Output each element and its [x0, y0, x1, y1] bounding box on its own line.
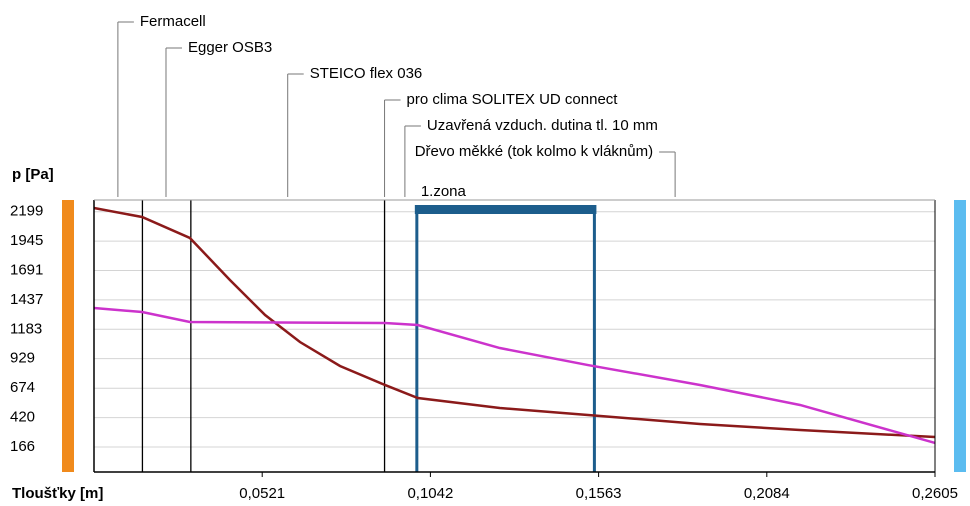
x-axis-label: Tloušťky [m]: [12, 485, 103, 502]
y-tick-label: 674: [10, 379, 35, 396]
layer-label: Uzavřená vzduch. dutina tl. 10 mm: [427, 117, 658, 134]
zone-label: 1.zona: [421, 183, 467, 200]
y-tick-label: 929: [10, 350, 35, 367]
y-tick-label: 166: [10, 438, 35, 455]
exterior-bar: [954, 200, 966, 472]
layer-label: Dřevo měkké (tok kolmo k vláknům): [415, 143, 653, 160]
x-tick-label: 0,0521: [239, 485, 285, 502]
plot-area: [94, 200, 935, 472]
layer-label: STEICO flex 036: [310, 65, 423, 82]
layer-label: pro clima SOLITEX UD connect: [407, 91, 619, 108]
y-tick-label: 1183: [10, 320, 42, 337]
x-tick-label: 0,2084: [744, 485, 790, 502]
series-line: [93, 206, 936, 439]
y-tick-label: 420: [10, 409, 35, 426]
y-tick-label: 1691: [10, 261, 43, 278]
y-tick-label: 1437: [10, 291, 43, 308]
zone-bar: [414, 205, 597, 214]
y-axis-label: p [Pa]: [12, 166, 54, 183]
x-tick-label: 0,1563: [576, 485, 622, 502]
x-tick-label: 0,1042: [407, 485, 453, 502]
interior-bar: [62, 200, 74, 472]
layer-label: Egger OSB3: [188, 39, 272, 56]
series-line: [93, 306, 936, 445]
y-tick-label: 2199: [10, 203, 43, 220]
layer-label: Fermacell: [140, 13, 206, 30]
x-tick-label: 0,2605: [912, 485, 958, 502]
y-tick-label: 1945: [10, 232, 43, 249]
